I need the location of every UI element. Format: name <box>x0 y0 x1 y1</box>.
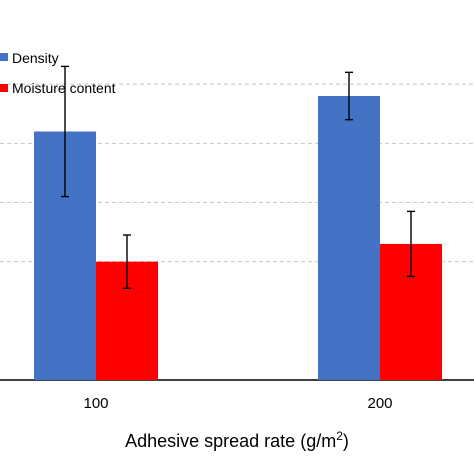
bar-density-200 <box>318 96 380 380</box>
legend-swatch-density <box>0 53 8 61</box>
legend-label-moisture: Moisture content <box>12 80 116 96</box>
x-tick-label-100: 100 <box>83 395 108 412</box>
legend-label-density: Density <box>12 50 59 66</box>
error-bars-group <box>61 65 415 289</box>
legend-swatch-moisture <box>0 84 8 92</box>
bars-group <box>34 96 442 380</box>
x-tick-label-200: 200 <box>367 395 392 412</box>
x-tick-labels: 100 200 <box>83 395 392 412</box>
legend: Density Moisture content <box>0 50 116 96</box>
x-axis-title: Adhesive spread rate (g/m2) <box>125 429 349 451</box>
